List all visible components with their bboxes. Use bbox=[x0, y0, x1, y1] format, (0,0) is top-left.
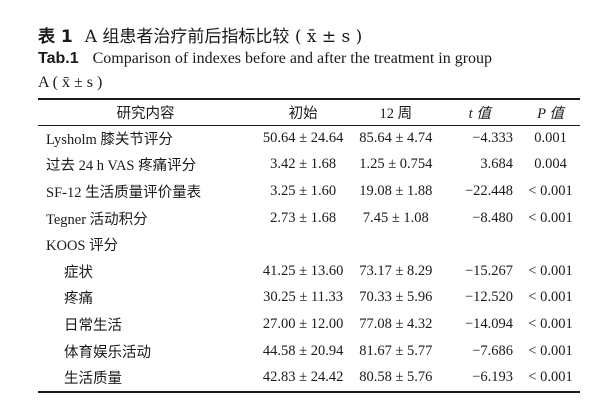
cell-p-value: < 0.001 bbox=[528, 369, 573, 386]
cell-p-value: < 0.001 bbox=[528, 342, 573, 359]
cell-baseline: 44.58 ± 20.94 bbox=[262, 342, 344, 359]
table-row: Tegner 活动积分 2.73 ± 1.68 7.45 ± 1.08 −8.4… bbox=[38, 205, 580, 232]
cell-p-value: 0.001 bbox=[534, 129, 567, 146]
table-row: 日常生活 27.00 ± 12.00 77.08 ± 4.32 −14.094 … bbox=[38, 311, 580, 338]
cell-item: 过去 24 h VAS 疼痛评分 bbox=[46, 158, 197, 175]
cell-week12: 73.17 ± 8.29 bbox=[359, 262, 433, 279]
table-row: 体育娱乐活动 44.58 ± 20.94 81.67 ± 5.77 −7.686… bbox=[38, 338, 580, 365]
cell-t-value: −22.448 bbox=[464, 182, 513, 199]
header-baseline: 初始 bbox=[288, 105, 318, 122]
cell-t-value: 3.684 bbox=[480, 156, 513, 173]
cell-item: Lysholm 膝关节评分 bbox=[46, 131, 173, 148]
cell-p-value: < 0.001 bbox=[528, 209, 573, 226]
header-item: 研究内容 bbox=[116, 105, 175, 122]
table-row: 疼痛 30.25 ± 11.33 70.33 ± 5.96 −12.520 < … bbox=[38, 285, 580, 312]
cell-item: 日常生活 bbox=[64, 317, 122, 334]
cell-week12: 81.67 ± 5.77 bbox=[359, 342, 433, 359]
table-row: 症状 41.25 ± 13.60 73.17 ± 8.29 −15.267 < … bbox=[38, 258, 580, 285]
table-header-rule bbox=[38, 125, 580, 126]
cell-t-value: −8.480 bbox=[472, 209, 513, 226]
cell-item: 体育娱乐活动 bbox=[64, 344, 151, 361]
caption-cn-text: A 组患者治疗前后指标比较 ( x̄ ± s ) bbox=[84, 27, 363, 47]
cell-baseline: 3.25 ± 1.60 bbox=[270, 182, 337, 199]
caption-en-tag: Tab.1 bbox=[38, 50, 79, 67]
cell-baseline: 27.00 ± 12.00 bbox=[262, 315, 344, 332]
cell-week12: 1.25 ± 0.754 bbox=[359, 156, 433, 173]
cell-t-value bbox=[439, 231, 521, 258]
cell-baseline: 2.73 ± 1.68 bbox=[270, 209, 337, 226]
cell-t-value: −4.333 bbox=[472, 129, 513, 146]
cell-p-value bbox=[521, 231, 580, 258]
header-t-value: t 值 bbox=[468, 105, 491, 122]
caption-en-text-line2: A ( x̄ ± s ) bbox=[38, 74, 103, 91]
cell-baseline: 3.42 ± 1.68 bbox=[270, 156, 337, 173]
cell-week12: 85.64 ± 4.74 bbox=[359, 129, 433, 146]
table-row: 生活质量 42.83 ± 24.42 80.58 ± 5.76 −6.193 <… bbox=[38, 364, 580, 391]
cell-baseline: 50.64 ± 24.64 bbox=[262, 129, 344, 146]
cell-week12: 19.08 ± 1.88 bbox=[359, 182, 433, 199]
cell-p-value: < 0.001 bbox=[528, 262, 573, 279]
header-week12: 12 周 bbox=[379, 105, 413, 122]
table-row: SF-12 生活质量评价量表 3.25 ± 1.60 19.08 ± 1.88 … bbox=[38, 178, 580, 205]
cell-week12: 80.58 ± 5.76 bbox=[359, 369, 433, 386]
cell-baseline: 41.25 ± 13.60 bbox=[262, 262, 344, 279]
cell-baseline: 30.25 ± 11.33 bbox=[263, 289, 344, 306]
caption-cn-tag: 表 1 bbox=[38, 27, 73, 47]
cell-t-value: −12.520 bbox=[464, 289, 513, 306]
cell-p-value: 0.004 bbox=[534, 156, 567, 173]
cell-item: 生活质量 bbox=[64, 371, 122, 388]
cell-baseline: 42.83 ± 24.42 bbox=[262, 369, 344, 386]
cell-week12: 7.45 ± 1.08 bbox=[362, 209, 429, 226]
cell-p-value: < 0.001 bbox=[528, 289, 573, 306]
table-row: Lysholm 膝关节评分 50.64 ± 24.64 85.64 ± 4.74… bbox=[38, 125, 580, 152]
cell-t-value: −15.267 bbox=[464, 262, 513, 279]
table-group-row: KOOS 评分 bbox=[38, 231, 580, 258]
table-header-row: 研究内容 初始 12 周 t 值 P 值 bbox=[38, 99, 580, 125]
table-caption-chinese: 表 1 A 组患者治疗前后指标比较 ( x̄ ± s ) bbox=[38, 22, 362, 47]
cell-item: SF-12 生活质量评价量表 bbox=[46, 184, 202, 201]
cell-week12: 70.33 ± 5.96 bbox=[359, 289, 433, 306]
cell-item: 疼痛 bbox=[64, 291, 93, 308]
cell-t-value: −6.193 bbox=[472, 369, 513, 386]
cell-p-value: < 0.001 bbox=[528, 182, 573, 199]
table-row: 过去 24 h VAS 疼痛评分 3.42 ± 1.68 1.25 ± 0.75… bbox=[38, 152, 580, 179]
cell-p-value: < 0.001 bbox=[528, 315, 573, 332]
caption-en-text-line1: Comparison of indexes before and after t… bbox=[92, 50, 493, 67]
header-p-value: P 值 bbox=[537, 105, 564, 122]
table-bottom-rule bbox=[38, 391, 580, 393]
cell-item: 症状 bbox=[64, 264, 93, 281]
cell-item: Tegner 活动积分 bbox=[46, 211, 148, 228]
data-table: 研究内容 初始 12 周 t 值 P 值 Lysholm 膝关节评分 50.64… bbox=[38, 99, 580, 391]
cell-week12 bbox=[353, 231, 438, 258]
table-caption-english: Tab.1 Comparison of indexes before and af… bbox=[38, 50, 492, 68]
cell-group-label: KOOS 评分 bbox=[46, 238, 119, 255]
table-top-rule bbox=[38, 98, 580, 100]
cell-t-value: −7.686 bbox=[472, 342, 513, 359]
cell-week12: 77.08 ± 4.32 bbox=[359, 315, 433, 332]
cell-baseline bbox=[253, 231, 353, 258]
cell-t-value: −14.094 bbox=[464, 315, 513, 332]
